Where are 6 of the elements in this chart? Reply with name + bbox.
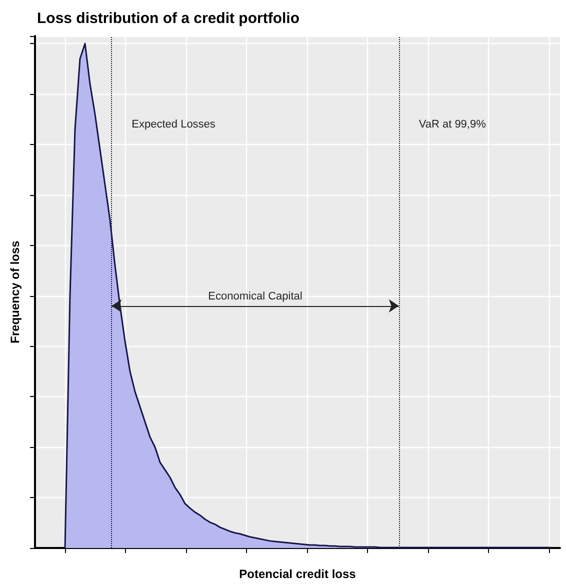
annotation: Expected Losses: [132, 118, 216, 130]
x-axis-title: Potencial credit loss: [239, 567, 356, 581]
annotation: VaR at 99,9%: [418, 118, 486, 130]
chart-title: Loss distribution of a credit portfolio: [37, 10, 300, 27]
y-axis-title: Frequency of loss: [8, 240, 22, 344]
annotation: Economical Capital: [208, 290, 302, 302]
